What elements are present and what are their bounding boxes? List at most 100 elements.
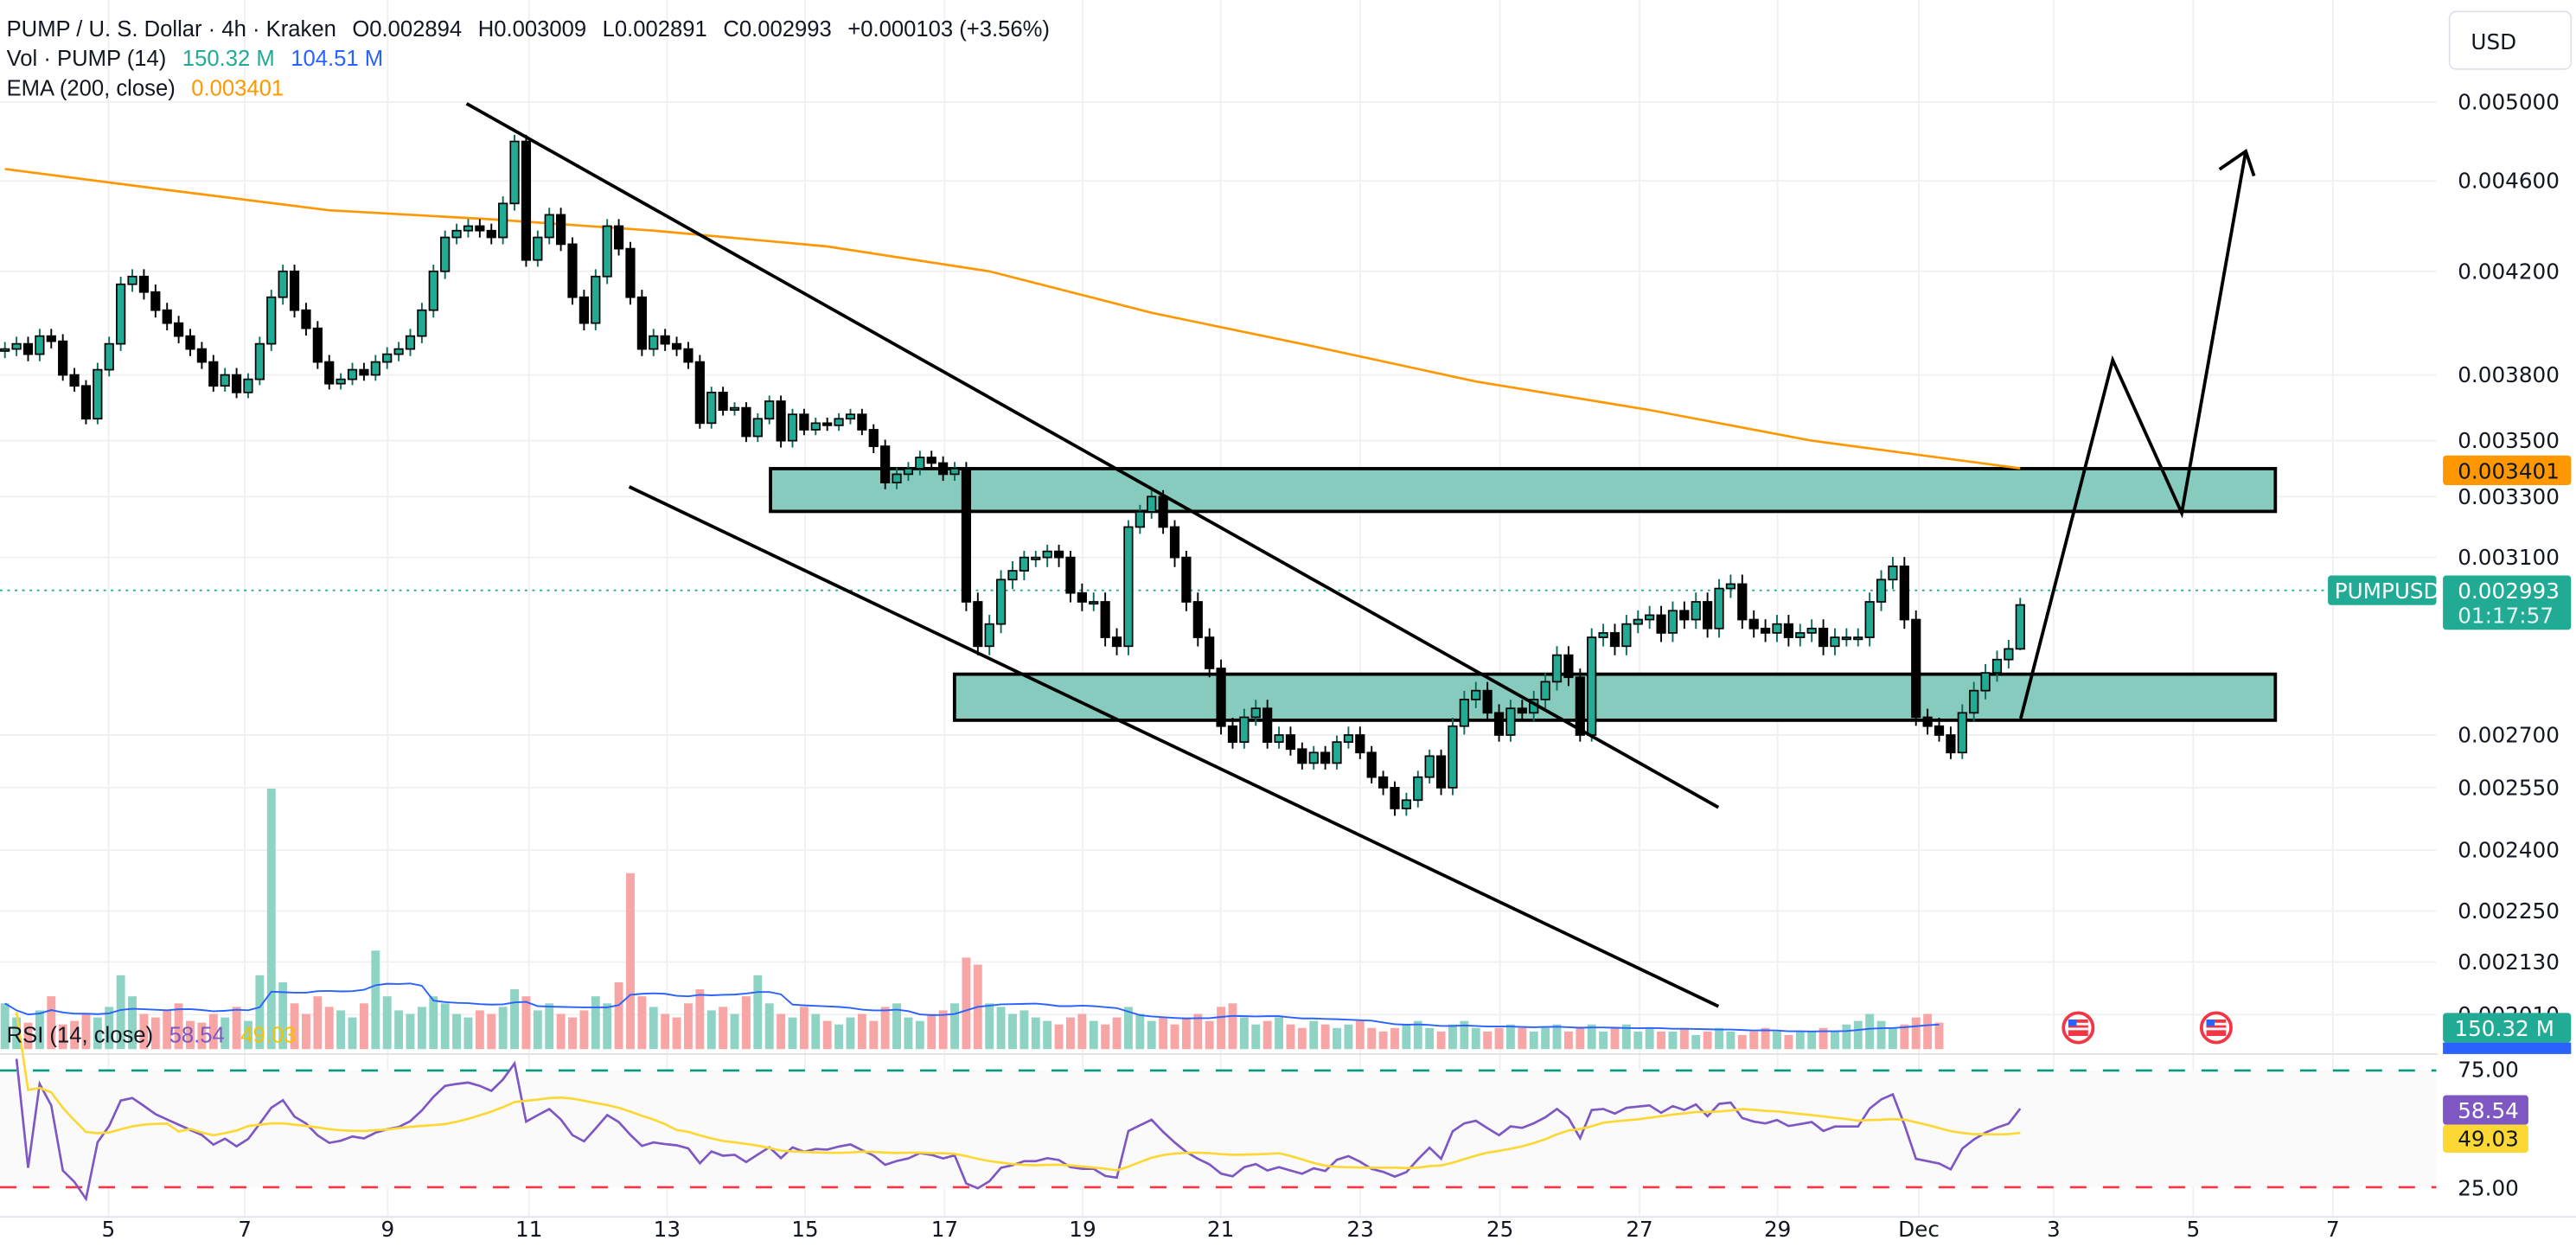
candle-body [138,275,150,293]
candle-down [324,355,335,390]
candle-up [995,570,1007,634]
candle-down [1748,610,1759,638]
us-flag-event-icon[interactable] [2061,1011,2095,1045]
candle-down [1493,704,1505,742]
volume-bar [1703,1031,1712,1050]
candle-body [1609,632,1620,648]
volume-bar [1205,1020,1214,1050]
volume-bar [186,1020,195,1050]
volume-bar [452,1013,462,1050]
volume-bar [1518,1027,1527,1050]
volume-bar [348,1017,357,1050]
candle-body [509,140,520,205]
candle-up [463,219,474,238]
candle-body [903,468,914,476]
candle-body [521,140,532,261]
candle-body [845,413,856,420]
candle-body [1517,707,1527,714]
candle-body [393,348,404,355]
candle-body [1621,623,1632,648]
projection-path[interactable] [2019,150,2247,719]
volume-bar [1031,1017,1040,1050]
candle-down [1205,628,1215,678]
candle-down [185,329,195,356]
rsi-label[interactable]: RSI (14, close) [7,1024,154,1048]
volume-bar [429,996,438,1050]
volume-bar [1402,1024,1411,1050]
volume-label[interactable]: Vol · PUMP (14) [7,47,167,71]
volume-bar [0,1003,10,1050]
channel-lower-trendline[interactable] [628,485,1720,1008]
candle-body [1031,556,1041,560]
volume-bar [857,1013,866,1050]
candle-up [370,355,380,381]
price-tick: 0.002700 [2458,723,2560,748]
candle-down [567,237,578,305]
volume-bar [290,1003,299,1050]
candle-body [1343,734,1354,743]
volume-bar [116,975,125,1050]
candle-body [1633,618,1643,625]
volume-bar [521,996,531,1050]
volume-bar [880,1007,890,1050]
candle-body [949,468,960,476]
rsi-badge-label: 58.54 [2458,1098,2519,1123]
time-axis[interactable]: 5 7 9 11 13 15 17 19 21 23 25 27 29 Dec 3 5 7 [102,1217,2340,1242]
candle-body [1077,591,1087,603]
candle-up [1401,792,1411,816]
channel-upper-trendline[interactable] [465,102,1720,809]
candle-body [1401,799,1411,809]
candle-down [196,342,208,369]
candle-body [1471,689,1481,700]
volume-bar [278,981,288,1050]
candle-down [58,334,68,381]
candle-down [486,223,496,245]
candle-up [1830,628,1840,655]
candle-body [1355,734,1365,754]
volume-bar [1807,1031,1817,1050]
ema-label[interactable]: EMA (200, close) [7,76,176,100]
currency-button[interactable] [2448,10,2573,70]
candle-up [1841,628,1851,647]
candle-body [1679,610,1690,621]
volume-value: 150.32 M [182,47,275,71]
volume-bar [105,1007,114,1050]
candle-up [892,467,902,489]
candle-down [208,355,219,392]
candle-body [1587,636,1597,736]
resistance-zone[interactable] [769,467,2278,514]
candle-body [636,296,647,350]
date-tick: 23 [1346,1217,1373,1242]
volume-bar [962,957,971,1050]
candle-body [428,270,438,311]
volume-bar [1819,1027,1828,1050]
volume-bar [1320,1024,1330,1050]
candle-down [718,387,728,416]
volume-bar [1853,1020,1863,1050]
volume-bar [719,1007,728,1050]
candle-body [1725,583,1736,590]
volume-bar [266,789,276,1050]
us-flag-event-icon[interactable] [2199,1011,2233,1045]
price-tick: 0.004600 [2458,169,2560,194]
candle-up [1795,623,1806,647]
symbol-title[interactable]: PUMP / U. S. Dollar · 4h · Kraken [7,17,336,42]
candle-body [301,309,311,329]
candle-body [822,422,833,426]
volume-bar [1286,1024,1295,1050]
candle-up [1853,628,1863,647]
candles [0,134,2025,816]
candle-down [776,395,786,448]
candle-body [46,335,56,342]
volume-bar [93,1017,102,1050]
candle-body [1366,751,1377,778]
volume-bar [996,1007,1006,1050]
candle-body [35,335,45,355]
support-zone[interactable] [952,672,2278,722]
candle-body [1946,734,1956,754]
candle-body [1065,556,1076,594]
candle-down [521,134,532,267]
price-tick: 0.003100 [2458,545,2560,570]
volume-bar [1020,1010,1029,1050]
